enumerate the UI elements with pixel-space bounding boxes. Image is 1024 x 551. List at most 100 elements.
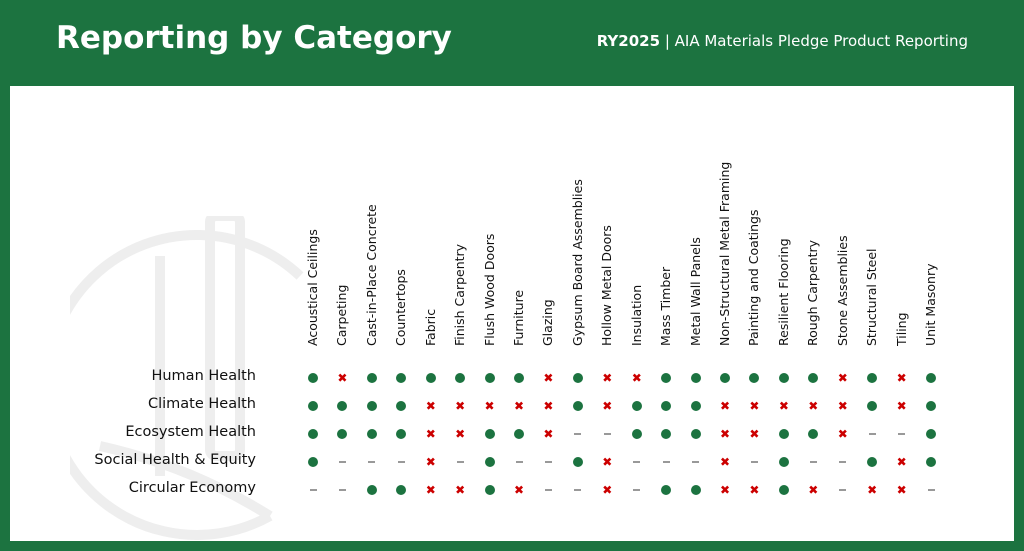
green-dot-icon [808, 373, 819, 383]
status-not-reported: ✖ [747, 427, 761, 441]
column-header: Mass Timber [658, 266, 674, 346]
red-x-icon: ✖ [837, 427, 848, 441]
status-reported [777, 427, 791, 441]
green-dot-icon [926, 401, 937, 411]
green-dot-icon [308, 401, 318, 411]
column-header: Hollow Metal Doors [599, 225, 615, 346]
dash-icon [633, 489, 641, 491]
status-reported [689, 371, 703, 385]
column-header: Resilient Flooring [775, 238, 791, 346]
status-reported [659, 371, 673, 385]
dash-icon [898, 433, 906, 435]
status-not-reported: ✖ [512, 399, 526, 413]
status-not-reported: ✖ [895, 455, 909, 469]
status-reported [747, 371, 761, 385]
green-dot-icon [514, 373, 524, 383]
column-header: Countertops [393, 269, 409, 346]
green-dot-icon [867, 401, 878, 411]
green-dot-icon [484, 429, 495, 439]
green-dot-icon [808, 429, 819, 439]
green-dot-icon [455, 373, 466, 383]
status-reported [483, 427, 497, 441]
status-not-reported: ✖ [424, 427, 438, 441]
status-reported [483, 455, 497, 469]
dash-icon [574, 433, 582, 435]
status-not-reported: ✖ [836, 399, 850, 413]
row-label: Ecosystem Health [125, 424, 256, 440]
red-x-icon: ✖ [602, 371, 613, 385]
status-reported [365, 427, 379, 441]
green-dot-icon [366, 429, 377, 439]
green-dot-icon [396, 401, 407, 411]
status-not-applicable [836, 483, 850, 497]
status-reported [924, 455, 938, 469]
subtitle-text: AIA Materials Pledge Product Reporting [674, 32, 968, 50]
status-reported [394, 483, 408, 497]
page-title: Reporting by Category [56, 20, 452, 56]
status-reported [806, 427, 820, 441]
status-reported [865, 399, 879, 413]
green-dot-icon [337, 429, 348, 439]
status-reported [630, 399, 644, 413]
green-dot-icon [690, 373, 701, 383]
row-label: Social Health & Equity [94, 452, 256, 468]
dash-icon [662, 461, 670, 463]
red-x-icon: ✖ [337, 371, 348, 385]
status-reported [365, 483, 379, 497]
status-not-reported: ✖ [600, 371, 614, 385]
green-dot-icon [690, 401, 701, 411]
dash-icon [839, 461, 847, 463]
dash-icon [603, 433, 611, 435]
column-header: Fabric [422, 308, 438, 346]
green-dot-icon [308, 429, 318, 439]
red-x-icon: ✖ [896, 483, 907, 497]
status-reported [659, 483, 673, 497]
green-dot-icon [631, 429, 642, 439]
status-reported [777, 371, 791, 385]
green-dot-icon [396, 485, 407, 495]
red-x-icon: ✖ [513, 483, 525, 497]
red-x-icon: ✖ [719, 399, 731, 413]
status-not-applicable [865, 427, 879, 441]
green-dot-icon [749, 373, 760, 383]
status-reported [365, 371, 379, 385]
column-header: Unit Masonry [923, 263, 939, 346]
status-not-applicable [306, 483, 320, 497]
status-reported [571, 455, 585, 469]
report-year: RY2025 [596, 32, 661, 50]
green-dot-icon [778, 457, 789, 467]
status-not-applicable [630, 483, 644, 497]
status-reported [306, 371, 320, 385]
column-header: Furniture [511, 289, 526, 346]
column-header: Acoustical Ceilings [305, 229, 320, 346]
green-dot-icon [572, 401, 583, 411]
dash-icon [368, 461, 376, 463]
red-x-icon: ✖ [719, 427, 731, 441]
status-not-applicable [541, 483, 555, 497]
separator: | [660, 32, 675, 50]
status-not-applicable [689, 455, 703, 469]
status-not-reported: ✖ [541, 427, 555, 441]
status-not-reported: ✖ [718, 427, 732, 441]
column-header: Tiling [893, 312, 909, 346]
status-reported [689, 399, 703, 413]
status-not-reported: ✖ [512, 483, 526, 497]
green-dot-icon [778, 429, 789, 439]
column-header: Gypsum Board Assemblies [569, 179, 585, 346]
status-not-applicable [571, 427, 585, 441]
red-x-icon: ✖ [513, 399, 525, 413]
red-x-icon: ✖ [543, 371, 554, 385]
green-dot-icon [308, 373, 318, 383]
green-dot-icon [867, 373, 878, 383]
dash-icon [574, 489, 582, 491]
red-x-icon: ✖ [867, 483, 878, 497]
status-reported [571, 399, 585, 413]
status-not-applicable [512, 455, 526, 469]
status-reported [394, 427, 408, 441]
status-reported [630, 427, 644, 441]
status-reported [777, 455, 791, 469]
status-not-reported: ✖ [895, 483, 909, 497]
status-not-reported: ✖ [335, 371, 349, 385]
dash-icon [456, 461, 464, 463]
dash-icon [397, 461, 405, 463]
